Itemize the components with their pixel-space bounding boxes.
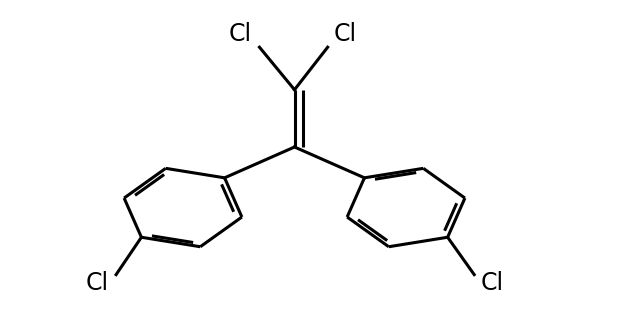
Text: Cl: Cl: [334, 22, 357, 46]
Text: Cl: Cl: [481, 271, 504, 295]
Text: Cl: Cl: [85, 271, 109, 295]
Text: Cl: Cl: [228, 22, 252, 46]
